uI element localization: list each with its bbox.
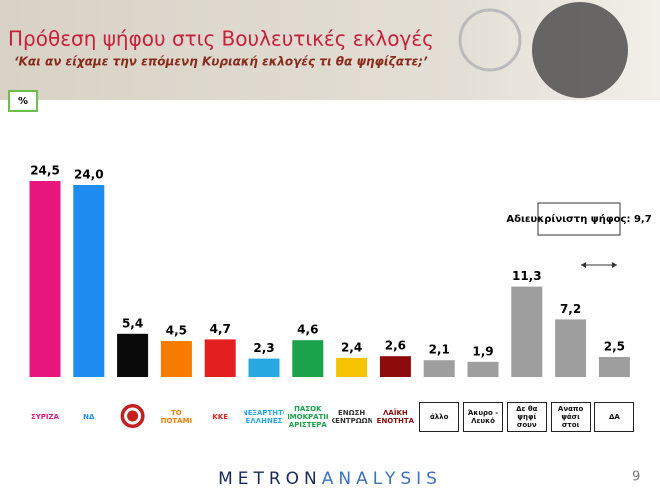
unit-label: %	[18, 96, 28, 107]
category-label: ΚΚΕ	[212, 413, 228, 421]
bar	[511, 286, 543, 377]
bar	[598, 357, 630, 377]
brand: METRONANALYSIS	[218, 469, 442, 489]
bar	[248, 358, 280, 377]
bar	[423, 360, 455, 377]
bar	[555, 319, 587, 377]
category-label: ΣΥΡΙΖΑ	[30, 413, 60, 421]
value-label: 24,0	[74, 168, 104, 182]
value-label: 4,5	[166, 324, 187, 338]
decor	[458, 8, 522, 72]
category-label: ΠΑΣΟΚ ΔΗΜΟΚΡΑΤΙΚΗ ΑΡΙΣΤΕΡΑ	[288, 405, 328, 429]
category-label: Δε θα ψηφί σουν	[506, 402, 547, 432]
value-label: 4,7	[210, 322, 231, 336]
brand-part: METRON	[218, 469, 322, 489]
value-label: 2,4	[341, 340, 362, 354]
value-label: 2,3	[253, 341, 274, 355]
annotation-box	[537, 202, 621, 236]
value-label: 2,5	[604, 340, 625, 354]
value-label: 2,1	[429, 343, 450, 357]
unit-box	[8, 90, 38, 112]
value-label: 24,5	[30, 164, 60, 178]
category-logo	[124, 407, 142, 425]
category-label: ΝΔ	[83, 413, 95, 421]
bar	[160, 341, 192, 377]
bar	[29, 181, 61, 377]
value-label: 1,9	[472, 344, 493, 358]
category-label: ΛΑΪΚΗ ΕΝΟΤΗΤΑ	[376, 409, 415, 425]
bar	[379, 356, 411, 377]
value-label: 7,2	[560, 302, 581, 316]
category-label: ΑΝΕΞΑΡΤΗΤΟΙ ΕΛΛΗΝΕΣ	[244, 409, 284, 425]
page-number: 9	[632, 470, 640, 485]
chart-subtitle: ‘Και αν είχαμε την επόμενη Κυριακή εκλογ…	[14, 55, 428, 69]
bar	[117, 333, 149, 377]
value-label: 5,4	[122, 316, 143, 330]
value-label: 4,6	[297, 323, 318, 337]
bar	[467, 361, 499, 377]
category-label: άλλο	[419, 402, 460, 432]
brand-part: ANALYSIS	[322, 469, 442, 489]
annotation: Αδιευκρίνιστη ψήφος: 9,7	[506, 213, 651, 225]
bar	[73, 185, 105, 377]
category-label: Αναπο ψάσι στοι	[550, 402, 591, 432]
decor	[532, 2, 628, 98]
bar	[204, 339, 236, 377]
category-label: ΔΑ	[594, 402, 635, 432]
chart-title: Πρόθεση ψήφου στις Βουλευτικές εκλογές	[8, 27, 434, 51]
value-label: 2,6	[385, 339, 406, 353]
value-label: 11,3	[512, 269, 542, 283]
bar	[292, 340, 324, 377]
bar	[336, 357, 368, 377]
category-label: ΕΝΩΣΗ ΚΕΝΤΡΩΩΝ	[331, 409, 372, 425]
category-label: Άκυρο - Λευκό	[463, 402, 503, 432]
category-label: ΤΟ ΠΟΤΑΜΙ	[160, 409, 193, 425]
